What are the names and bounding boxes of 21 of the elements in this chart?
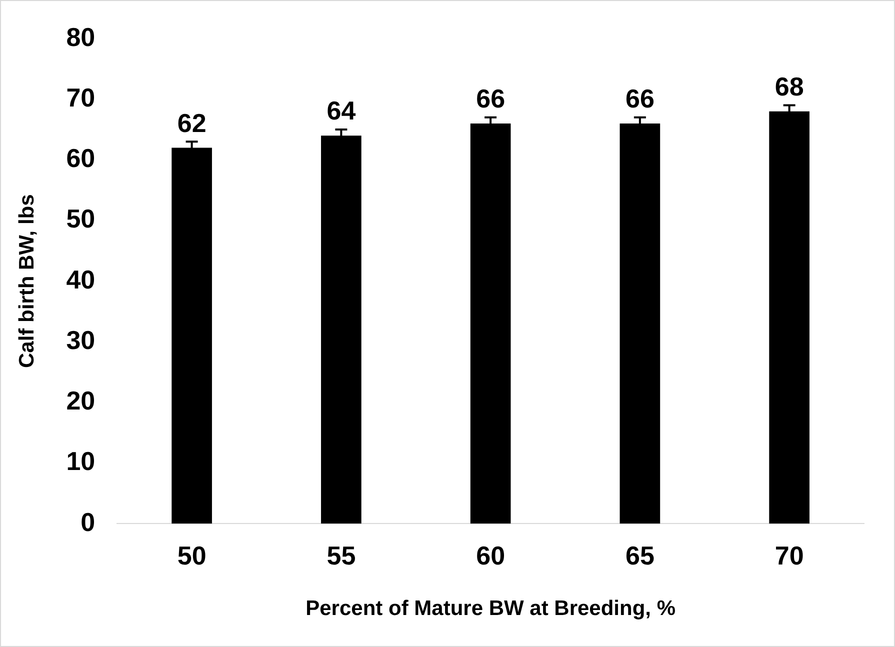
- y-tick-label: 60: [66, 143, 96, 174]
- y-tick-label: 40: [66, 264, 96, 294]
- data-label: 66: [476, 84, 506, 114]
- x-tick-label: 60: [476, 540, 506, 570]
- x-tick-label: 65: [625, 540, 654, 570]
- data-label: 66: [625, 84, 654, 114]
- y-axis-title: Calf birth BW, lbs: [15, 194, 38, 368]
- x-tick-label: 50: [177, 540, 206, 570]
- data-label: 64: [326, 96, 356, 126]
- y-tick-label: 80: [66, 22, 96, 52]
- x-axis-title: Percent of Mature BW at Breeding, %: [306, 597, 676, 620]
- x-tick-label: 55: [326, 540, 356, 570]
- y-tick-label: 50: [66, 204, 96, 234]
- x-tick-label: 70: [774, 540, 804, 570]
- data-label: 68: [774, 71, 804, 102]
- y-tick-label: 0: [80, 506, 96, 537]
- y-tick-label: 10: [66, 446, 96, 476]
- y-tick-label: 30: [66, 324, 96, 355]
- y-tick-label: 70: [66, 82, 96, 112]
- data-label: 62: [177, 108, 206, 138]
- y-tick-label: 20: [66, 386, 96, 416]
